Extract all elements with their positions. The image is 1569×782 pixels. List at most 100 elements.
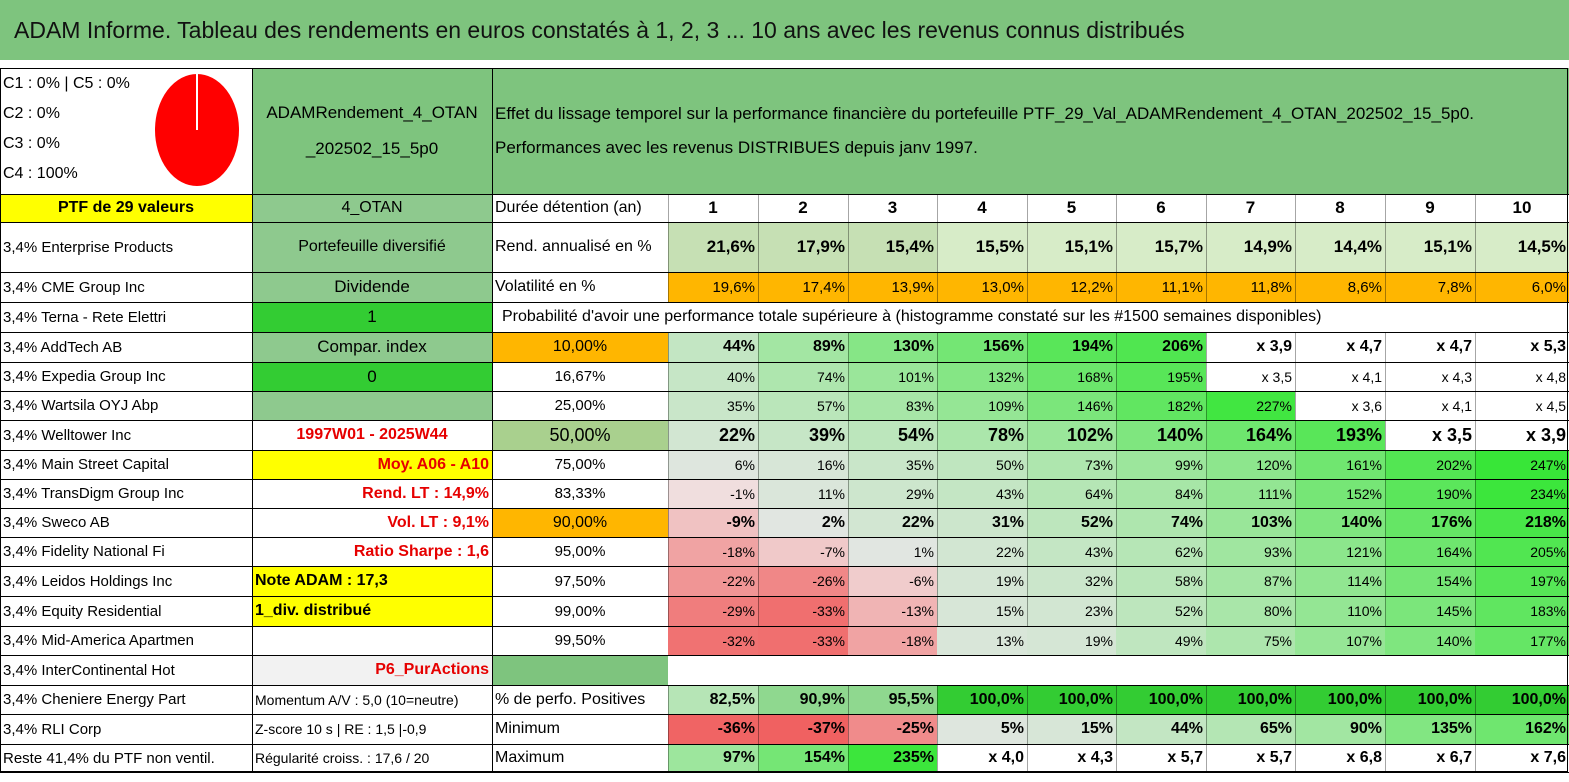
probability-value: 1% bbox=[848, 537, 937, 566]
probability-level: 90,00% bbox=[492, 508, 668, 537]
minimum-value: 44% bbox=[1116, 714, 1206, 744]
probability-value: 73% bbox=[1027, 450, 1116, 479]
probability-value: 152% bbox=[1295, 479, 1385, 508]
holding-row-9: 3,4% TransDigm Group Inc bbox=[3, 485, 184, 502]
grid-line bbox=[1116, 685, 1117, 772]
grid-line bbox=[1206, 685, 1207, 772]
probability-value: 177% bbox=[1475, 626, 1569, 655]
grid-line bbox=[492, 332, 493, 626]
grid-line bbox=[0, 595, 1569, 597]
probability-level: 99,50% bbox=[492, 626, 668, 655]
rend-value: 14,5% bbox=[1475, 222, 1569, 272]
probability-value: 19% bbox=[1027, 626, 1116, 655]
grid-line bbox=[1385, 685, 1386, 772]
positive-value: 100,0% bbox=[1385, 685, 1475, 714]
description-cell: Effet du lissage temporel sur la perform… bbox=[492, 68, 1569, 194]
probability-value: -33% bbox=[758, 596, 848, 626]
positive-label: % de perfo. Positives bbox=[495, 690, 646, 708]
probability-value: 52% bbox=[1116, 596, 1206, 626]
probability-level: 97,50% bbox=[492, 566, 668, 596]
ptf-size-label: PTF de 29 valeurs bbox=[0, 194, 252, 222]
rend-label: Rend. annualisé en % bbox=[495, 238, 652, 255]
probability-value: -9% bbox=[668, 508, 758, 537]
probability-value: x 3,9 bbox=[1475, 420, 1569, 450]
grid-line bbox=[848, 332, 849, 626]
positive-value: 100,0% bbox=[1206, 685, 1295, 714]
minimum-value: -25% bbox=[848, 714, 937, 744]
probability-value: 140% bbox=[1295, 508, 1385, 537]
probability-value: 78% bbox=[937, 420, 1027, 450]
duration-value: 10 bbox=[1475, 194, 1569, 222]
grid-line bbox=[1475, 332, 1476, 626]
grid-line bbox=[0, 771, 1569, 773]
probability-value: 101% bbox=[848, 362, 937, 391]
probability-value: x 4,3 bbox=[1385, 362, 1475, 391]
positive-value: 100,0% bbox=[1295, 685, 1385, 714]
probability-value: x 4,1 bbox=[1385, 391, 1475, 420]
probability-value: -22% bbox=[668, 566, 758, 596]
probability-value: 64% bbox=[1027, 479, 1116, 508]
info-cell-17: Z-score 10 s | RE : 1,5 |-0,9 bbox=[255, 721, 427, 737]
duration-value: 1 bbox=[668, 194, 758, 222]
probability-value: 102% bbox=[1027, 420, 1116, 450]
description-line-1: Effet du lissage temporel sur la perform… bbox=[495, 104, 1475, 123]
probability-value: -18% bbox=[848, 626, 937, 655]
grid-line bbox=[758, 685, 759, 772]
maximum-value: x 5,7 bbox=[1116, 744, 1206, 772]
probability-value: 194% bbox=[1027, 332, 1116, 362]
positive-value: 90,9% bbox=[758, 685, 848, 714]
grid-line bbox=[492, 685, 493, 772]
positive-value: 100,0% bbox=[1027, 685, 1116, 714]
info-cell-10: Vol. LT : 9,1% bbox=[387, 513, 489, 531]
holding-row-18: Reste 41,4% du PTF non ventil. bbox=[3, 749, 215, 767]
positive-value: 82,5% bbox=[668, 685, 758, 714]
vol-value: 13,0% bbox=[937, 272, 1027, 302]
probability-value: 247% bbox=[1475, 450, 1569, 479]
probability-value: 15% bbox=[937, 596, 1027, 626]
rend-value: 14,9% bbox=[1206, 222, 1295, 272]
probability-value: 89% bbox=[758, 332, 848, 362]
probability-value: 206% bbox=[1116, 332, 1206, 362]
probability-value: 62% bbox=[1116, 537, 1206, 566]
probability-value: 164% bbox=[1206, 420, 1295, 450]
probability-value: 146% bbox=[1027, 391, 1116, 420]
rend-value: 15,5% bbox=[937, 222, 1027, 272]
info-cell-8: Moy. A06 - A10 bbox=[252, 450, 492, 479]
grid-line bbox=[0, 331, 1569, 333]
probability-value: 80% bbox=[1206, 596, 1295, 626]
info-cell-12: Note ADAM : 17,3 bbox=[252, 566, 492, 596]
holding-row-1: 3,4% Enterprise Products bbox=[3, 238, 174, 256]
duration-value: 9 bbox=[1385, 194, 1475, 222]
probability-value: 19% bbox=[937, 566, 1027, 596]
probability-value: 93% bbox=[1206, 537, 1295, 566]
grid-line bbox=[0, 271, 1569, 273]
probability-level: 50,00% bbox=[492, 420, 668, 450]
info-cell-6 bbox=[252, 391, 492, 420]
grid-line bbox=[0, 507, 1569, 509]
holding-row-7: 3,4% Welltower Inc bbox=[3, 426, 132, 444]
grid-line bbox=[1475, 194, 1476, 302]
grid-line bbox=[848, 194, 849, 302]
grid-line bbox=[1295, 685, 1296, 772]
minimum-value: 15% bbox=[1027, 714, 1116, 744]
grid-line bbox=[668, 332, 669, 626]
maximum-value: x 4,3 bbox=[1027, 744, 1116, 772]
info-cell-11: Ratio Sharpe : 1,6 bbox=[353, 542, 489, 560]
duration-value: 4 bbox=[937, 194, 1027, 222]
info-cell-16: Momentum A/V : 5,0 (10=neutre) bbox=[255, 691, 459, 708]
duration-value: 8 bbox=[1295, 194, 1385, 222]
holding-row-2: 3,4% CME Group Inc bbox=[3, 278, 145, 296]
probability-value: 57% bbox=[758, 391, 848, 420]
grid-line bbox=[937, 332, 938, 626]
holding-row-5: 3,4% Expedia Group Inc bbox=[3, 368, 166, 385]
vol-value: 11,8% bbox=[1206, 272, 1295, 302]
duration-value: 5 bbox=[1027, 194, 1116, 222]
holding-row-11: 3,4% Fidelity National Fi bbox=[3, 543, 165, 560]
positive-value: 100,0% bbox=[1116, 685, 1206, 714]
probability-value: 22% bbox=[848, 508, 937, 537]
info-cell-5: 0 bbox=[252, 362, 492, 391]
probability-value: x 3,5 bbox=[1206, 362, 1295, 391]
maximum-value: x 4,0 bbox=[937, 744, 1027, 772]
portfolio-name-line-1: ADAMRendement_4_OTAN bbox=[266, 103, 478, 122]
positive-value: 95,5% bbox=[848, 685, 937, 714]
